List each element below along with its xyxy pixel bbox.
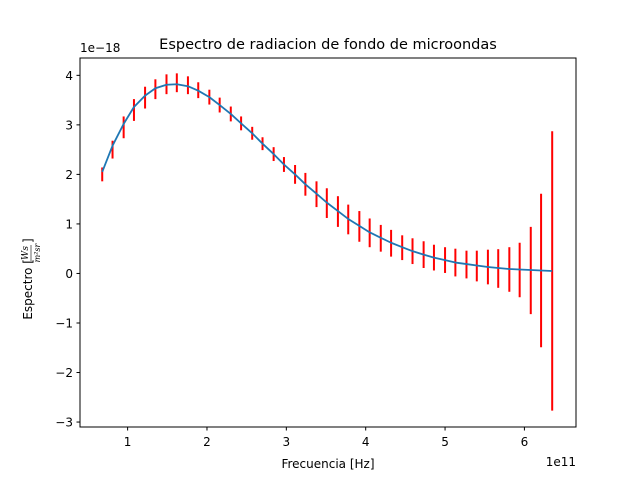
y-axis-label-denominator: m²sr (33, 242, 42, 262)
y-tick-label: 0 (65, 267, 73, 281)
y-tick-label: −1 (55, 316, 73, 330)
y-tick-label: −2 (55, 366, 73, 380)
y-tick-label: 3 (65, 118, 73, 132)
x-offset-label: 1e11 (546, 455, 576, 469)
axes-frame (79, 57, 577, 428)
plot-area (101, 73, 554, 411)
y-tick-label: 2 (65, 168, 73, 182)
x-axis-ticks: 1 2 3 4 5 6 (124, 427, 528, 449)
x-tick-label: 4 (362, 435, 370, 449)
y-axis-label: Espectro [ Ws m²sr ] (21, 238, 42, 319)
y-tick-label: −3 (55, 416, 73, 430)
x-axis-label: Frecuencia [Hz] (281, 457, 374, 471)
x-tick-label: 3 (283, 435, 291, 449)
x-tick-label: 6 (521, 435, 529, 449)
x-tick-label: 1 (124, 435, 132, 449)
y-axis-ticks: −3 −2 −1 0 1 2 3 4 (55, 69, 80, 430)
y-tick-label: 1 (65, 217, 73, 231)
y-axis-label-prefix: Espectro [ (21, 259, 35, 320)
fit-line (101, 83, 553, 272)
y-offset-label: 1e−18 (80, 41, 120, 55)
y-tick-label: 4 (65, 69, 73, 83)
x-tick-label: 2 (203, 435, 211, 449)
chart-title: Espectro de radiacion de fondo de microo… (159, 37, 497, 53)
y-axis-label-numerator: Ws (21, 246, 31, 260)
x-tick-label: 5 (441, 435, 449, 449)
y-axis-label-suffix: ] (21, 238, 35, 243)
